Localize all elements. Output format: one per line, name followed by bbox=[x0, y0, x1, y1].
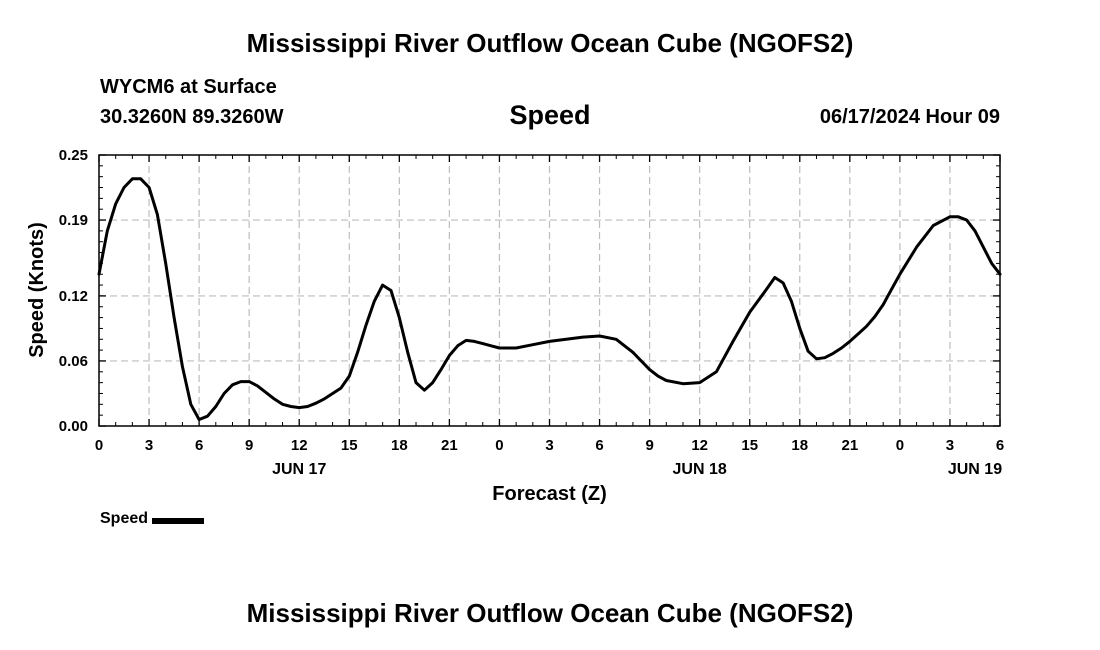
x-tick-label: 3 bbox=[946, 437, 954, 454]
y-axis-label: Speed (Knots) bbox=[26, 222, 48, 358]
legend-line-swatch bbox=[152, 517, 205, 524]
x-tick-label: 0 bbox=[495, 437, 503, 454]
coordinates-label: 30.3260N 89.3260W bbox=[100, 106, 284, 128]
day-label: JUN 17 bbox=[272, 461, 326, 478]
x-tick-label: 3 bbox=[145, 437, 153, 454]
plot-title: Speed bbox=[509, 100, 591, 130]
legend: Speed bbox=[100, 510, 205, 528]
y-tick-label: 0.12 bbox=[59, 288, 88, 305]
x-tick-label: 18 bbox=[791, 437, 808, 454]
y-tick-label: 0.06 bbox=[59, 353, 88, 370]
x-tick-label: 12 bbox=[691, 437, 708, 454]
y-tick-label: 0.25 bbox=[59, 147, 88, 164]
x-axis-label: Forecast (Z) bbox=[492, 483, 606, 505]
x-tick-label: 18 bbox=[391, 437, 408, 454]
tick-labels: 0 3 6 9 12 15 18 21 0 3 6 9 12 15 18 21 0 3 6 JUN 17 JUN 18 J… bbox=[59, 147, 1004, 478]
x-tick-label: 0 bbox=[896, 437, 904, 454]
x-tick-label: 0 bbox=[95, 437, 103, 454]
station-label: WYCM6 at Surface bbox=[100, 76, 277, 98]
x-tick-label: 15 bbox=[741, 437, 758, 454]
legend-label: Speed bbox=[100, 510, 149, 527]
x-tick-label: 21 bbox=[441, 437, 458, 454]
x-tick-label: 3 bbox=[545, 437, 553, 454]
day-label: JUN 19 bbox=[948, 461, 1002, 478]
x-tick-label: 6 bbox=[595, 437, 603, 454]
y-tick-label: 0.19 bbox=[59, 212, 88, 229]
x-tick-label: 21 bbox=[841, 437, 858, 454]
x-tick-label: 9 bbox=[245, 437, 253, 454]
x-tick-label: 15 bbox=[341, 437, 358, 454]
y-tick-label: 0.00 bbox=[59, 418, 88, 435]
x-tick-label: 6 bbox=[195, 437, 203, 454]
day-label: JUN 18 bbox=[673, 461, 727, 478]
plot-frame bbox=[98, 154, 1001, 427]
x-tick-label: 9 bbox=[645, 437, 653, 454]
x-tick-label: 12 bbox=[291, 437, 308, 454]
forecast-timestamp: 06/17/2024 Hour 09 bbox=[819, 106, 1000, 128]
chart-footer-title: Mississippi River Outflow Ocean Cube (NG… bbox=[246, 598, 854, 628]
speed-series-line bbox=[97, 177, 1002, 421]
chart-main-title: Mississippi River Outflow Ocean Cube (NG… bbox=[246, 28, 854, 58]
x-tick-label: 6 bbox=[996, 437, 1004, 454]
